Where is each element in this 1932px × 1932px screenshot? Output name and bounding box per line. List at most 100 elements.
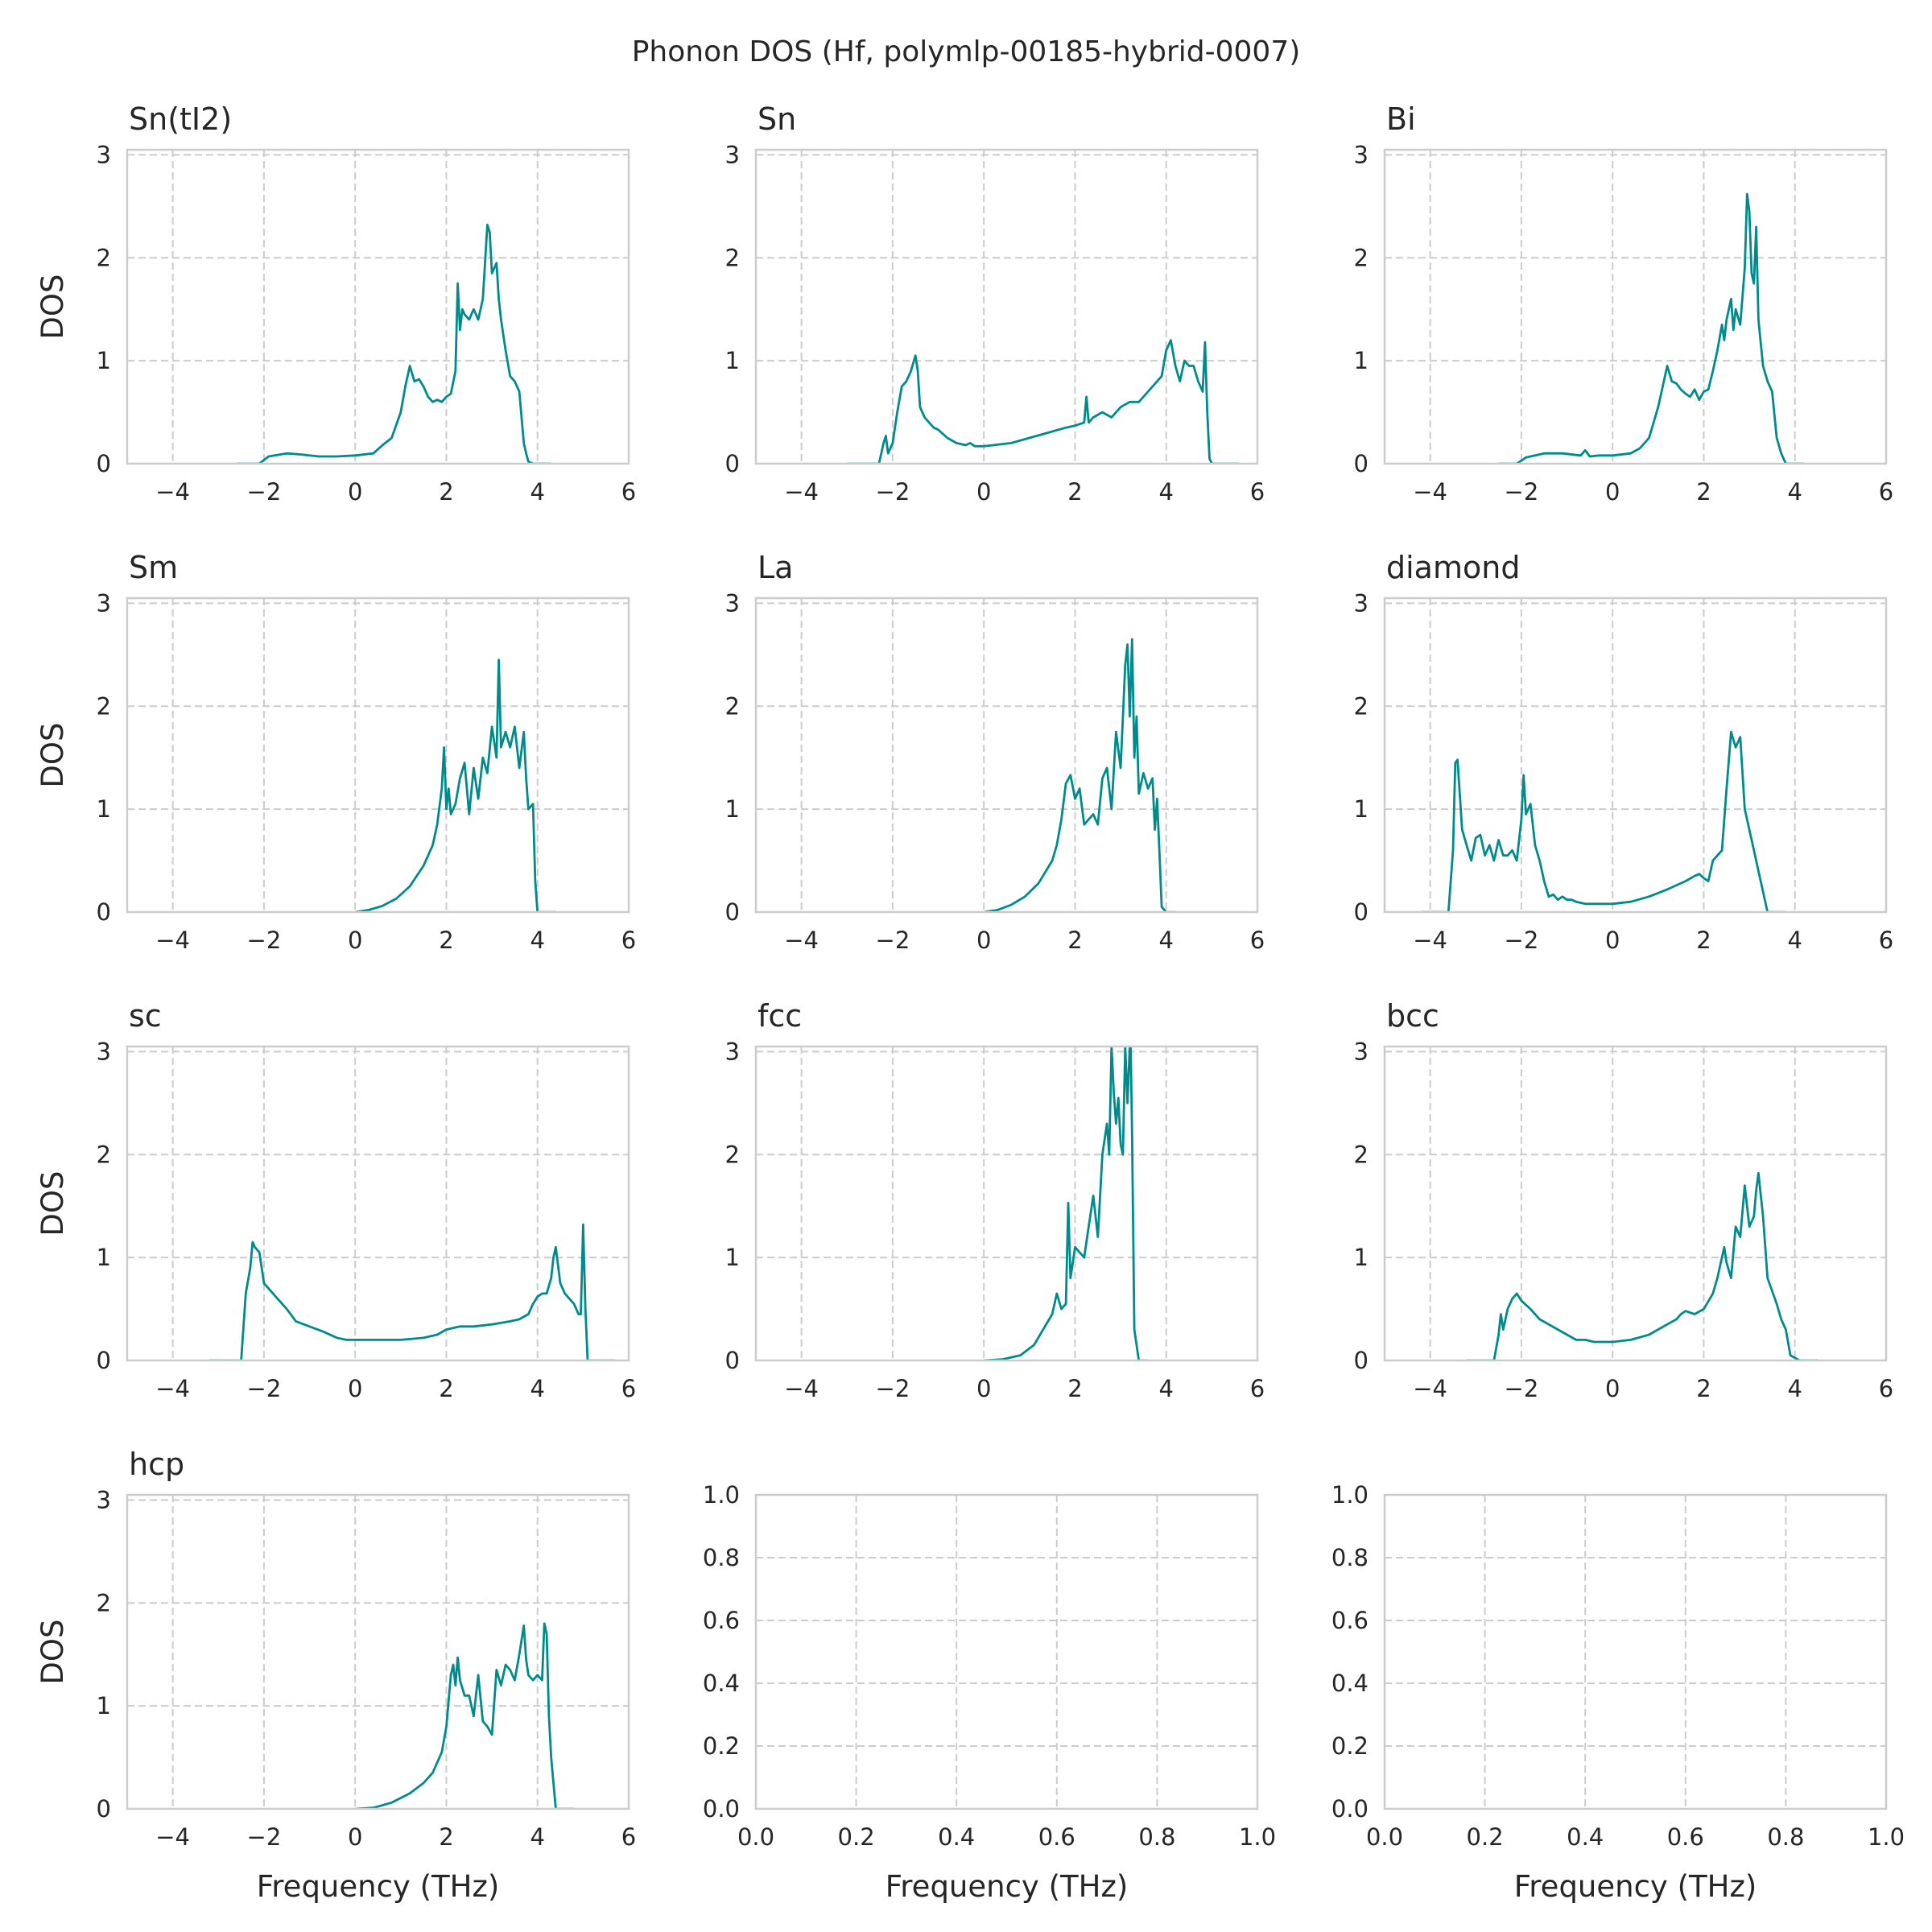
x-tick-label: 4: [1159, 927, 1174, 954]
x-tick-label: 4: [1788, 478, 1802, 506]
x-tick-label: 6: [621, 1823, 636, 1851]
x-tick-label: 2: [439, 927, 453, 954]
y-tick-label: 1: [97, 347, 111, 374]
plot-frame: [126, 148, 630, 465]
x-axis-label: Frequency (THz): [257, 1869, 500, 1904]
x-tick-label: 0.6: [1667, 1823, 1704, 1851]
x-tick-label: 0: [348, 1375, 362, 1402]
plot-frame: [754, 1045, 1259, 1362]
x-tick-label: 6: [621, 927, 636, 954]
panel-empty-10: 0.0 0.2 0.4 0.6 0.8 1.0 0.0 0.2 0.4 0.6 0.8 1.0 Freq…: [703, 1481, 1276, 1904]
y-tick-label: 3: [1354, 589, 1368, 617]
x-tick-label: 0: [1605, 478, 1620, 506]
panel-sc: −4 −2 0 2 4 6 0 1 2 3 sc DOS: [35, 998, 636, 1402]
y-tick-label: 0: [97, 450, 111, 477]
y-tick-label: 2: [97, 1141, 111, 1168]
x-tick-label: 2: [1067, 1375, 1082, 1402]
y-tick-label: 2: [725, 244, 740, 271]
x-tick-label: 0.6: [1038, 1823, 1075, 1851]
y-tick-label: 0.2: [703, 1732, 740, 1760]
x-tick-label: −4: [784, 478, 819, 506]
y-tick-label: 0: [1354, 1347, 1368, 1374]
y-tick-label: 2: [97, 244, 111, 271]
y-tick-label: 0.8: [703, 1544, 740, 1571]
panel-title: diamond: [1386, 550, 1520, 585]
y-axis-label: DOS: [35, 1170, 70, 1236]
y-tick-label: 3: [97, 141, 111, 168]
y-tick-label: 0.0: [1331, 1795, 1368, 1823]
x-tick-label: −2: [1505, 927, 1539, 954]
x-tick-label: 2: [1067, 478, 1082, 506]
x-tick-label: 2: [439, 1375, 453, 1402]
dos-curve: [1421, 730, 1786, 912]
panel-title: hcp: [129, 1447, 184, 1482]
panel-bi: −4 −2 0 2 4 6 0 1 2 3 Bi: [1354, 101, 1894, 506]
x-tick-label: 0.0: [737, 1823, 774, 1851]
x-tick-label: −2: [1505, 1375, 1539, 1402]
x-tick-label: −4: [784, 1375, 819, 1402]
panel-diamond: −4 −2 0 2 4 6 0 1 2 3 diamond: [1354, 550, 1894, 954]
x-tick-label: 2: [1696, 478, 1711, 506]
panel-title: Bi: [1386, 101, 1416, 137]
dos-curve: [236, 223, 551, 464]
y-tick-label: 1.0: [703, 1481, 740, 1509]
figure-title: Phonon DOS (Hf, polymlp-00185-hybrid-000…: [632, 35, 1301, 68]
x-tick-label: 0.8: [1767, 1823, 1804, 1851]
x-tick-label: 4: [1159, 1375, 1174, 1402]
y-axis-label: DOS: [35, 1619, 70, 1684]
panel-empty-11: 0.0 0.2 0.4 0.6 0.8 1.0 0.0 0.2 0.4 0.6 0.8 1.0 Freq…: [1331, 1481, 1905, 1904]
x-tick-label: −2: [247, 1823, 282, 1851]
y-tick-label: 2: [1354, 692, 1368, 720]
x-tick-label: 0: [348, 1823, 362, 1851]
plot-frame: [1383, 1493, 1888, 1810]
panel-la: −4 −2 0 2 4 6 0 1 2 3 La: [725, 550, 1265, 954]
dos-curve: [1466, 1171, 1818, 1360]
y-tick-label: 0.2: [1331, 1732, 1368, 1760]
plot-frame: [754, 148, 1259, 465]
dos-curve: [355, 1622, 574, 1809]
x-tick-label: 4: [530, 1823, 545, 1851]
y-tick-label: 0: [1354, 898, 1368, 926]
y-tick-label: 0.4: [1331, 1670, 1368, 1697]
panel-title: La: [758, 550, 793, 585]
y-tick-label: 1: [725, 795, 740, 823]
y-tick-label: 2: [97, 692, 111, 720]
y-tick-label: 2: [725, 1141, 740, 1168]
x-tick-label: 0.2: [1467, 1823, 1504, 1851]
y-tick-label: 1: [97, 1692, 111, 1719]
y-tick-label: 3: [97, 1486, 111, 1513]
y-tick-label: 1: [1354, 1244, 1368, 1271]
y-tick-label: 1: [1354, 795, 1368, 823]
x-tick-label: −2: [876, 1375, 910, 1402]
y-axis-label: DOS: [35, 722, 70, 787]
x-tick-label: −2: [1505, 478, 1539, 506]
x-tick-label: 0: [348, 927, 362, 954]
x-tick-label: −4: [155, 1375, 190, 1402]
dos-curve: [847, 339, 1240, 464]
y-tick-label: 1: [97, 795, 111, 823]
x-tick-label: 6: [1250, 927, 1265, 954]
y-tick-label: 0: [1354, 450, 1368, 477]
x-tick-label: 0.4: [1567, 1823, 1604, 1851]
x-tick-label: 0.0: [1366, 1823, 1403, 1851]
x-axis-label: Frequency (THz): [1514, 1869, 1757, 1904]
y-tick-label: 0: [725, 450, 740, 477]
y-tick-label: 1: [97, 1244, 111, 1271]
dos-curve: [1498, 192, 1805, 464]
y-tick-label: 3: [1354, 141, 1368, 168]
panel-title: bcc: [1386, 998, 1439, 1034]
x-tick-label: 6: [1250, 478, 1265, 506]
x-tick-label: 0.2: [838, 1823, 875, 1851]
plot-frame: [1383, 1045, 1888, 1362]
x-tick-label: 2: [439, 478, 453, 506]
x-tick-label: 2: [1696, 1375, 1711, 1402]
x-tick-label: 1.0: [1868, 1823, 1905, 1851]
x-tick-label: −4: [155, 478, 190, 506]
panel-title: sc: [129, 998, 162, 1034]
x-tick-label: 6: [621, 478, 636, 506]
x-tick-label: −4: [1413, 478, 1447, 506]
x-tick-label: 2: [439, 1823, 453, 1851]
x-tick-label: −4: [1413, 1375, 1447, 1402]
x-tick-label: 4: [530, 478, 545, 506]
